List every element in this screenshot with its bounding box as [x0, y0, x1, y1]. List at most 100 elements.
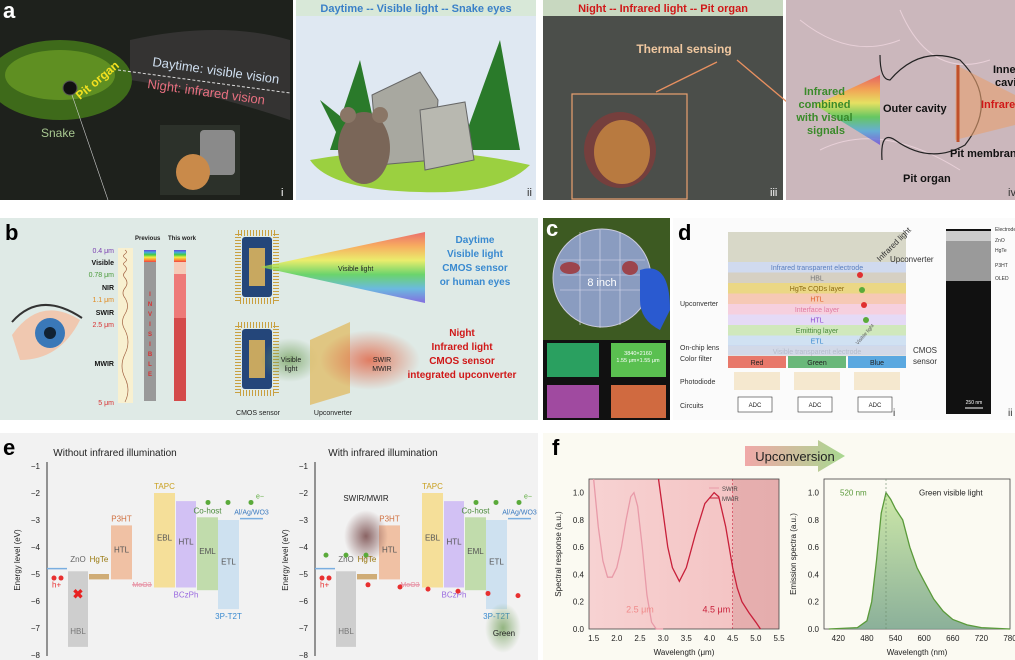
layer-label: Interface layer	[795, 307, 840, 314]
layer-label: Emitting layer	[796, 328, 839, 335]
role-label: HBL	[70, 627, 86, 636]
thermal-box	[571, 93, 688, 200]
y-tick-label: 1.0	[573, 489, 585, 498]
hole-label: h+	[320, 581, 329, 590]
y-tick-label: −7	[299, 624, 309, 633]
y-tick-label: 0.2	[808, 598, 820, 607]
adc-box	[857, 396, 893, 413]
wafer-size-label: 8 inch	[587, 277, 616, 289]
side-label: Upconverter	[680, 301, 719, 308]
layer-5	[728, 314, 906, 325]
resolution-label: 3840×2160 1.55 μm×1.55 μm	[616, 351, 660, 364]
y-tick-label: 0.0	[808, 625, 820, 634]
scale-label: 1.1 μm	[92, 297, 114, 304]
energy-level-bczph	[444, 501, 464, 588]
subpanel-number: i	[893, 408, 895, 419]
x-tick-label: 3.0	[658, 634, 670, 643]
scale-label: 5 μm	[98, 400, 114, 407]
x-tick-label: 5.0	[750, 634, 762, 643]
snake-eye	[62, 80, 78, 96]
material-label: Co-host	[193, 506, 222, 515]
photodiode	[734, 372, 780, 390]
y-axis-label: Spectral response (a.u.)	[554, 511, 563, 597]
filter-label: Green	[807, 360, 827, 367]
panel-a-ii: Daytime -- Visible light -- Snake eyes i…	[296, 0, 536, 200]
side-label: Photodiode	[680, 379, 716, 386]
upconversion-arrow	[745, 440, 845, 472]
ir-source-label: SWIR/MWIR	[343, 494, 389, 503]
previous-bar	[144, 262, 156, 401]
energy-level-p3ht	[111, 525, 132, 580]
tem-labels: Electrode ZnO HgTe P3HT OLED	[995, 227, 1015, 282]
panel-label-f: f	[552, 435, 560, 460]
hole-dot	[455, 588, 461, 594]
series-line-swir	[592, 478, 664, 630]
invisible-letter: B	[148, 352, 153, 358]
energy-diagram-without-ir: Without infrared illumination −1 −2 −3 −4 −5 −…	[13, 448, 269, 660]
this-work-label: This work	[168, 236, 197, 242]
electron-dot	[516, 499, 522, 505]
annotation: 4.5 μm	[703, 605, 731, 615]
layer-2	[728, 283, 906, 294]
daytime-title: Daytime -- Visible light -- Snake eyes	[320, 3, 511, 15]
electron-dot	[363, 552, 369, 558]
y-axis-label: Energy level (eV)	[13, 529, 22, 591]
series-area	[828, 492, 1010, 629]
subpanel-number: iii	[770, 187, 777, 199]
annotation: Green visible light	[919, 489, 983, 498]
on-chip-lens	[728, 345, 906, 355]
role-label: ETL	[489, 558, 504, 567]
green-glow	[485, 603, 521, 653]
panel-a-iv: Infrared combined with visual signals Ou…	[786, 0, 1015, 200]
visible-light-label: Visible light	[338, 266, 373, 273]
material-label: HgTe	[90, 555, 109, 564]
role-label: HTL	[178, 537, 194, 546]
visible-light-label-2: Visible light	[281, 357, 302, 373]
night-text: Night Infrared light CMOS sensor integrated…	[408, 328, 517, 381]
invisible-letter: N	[148, 302, 152, 308]
subpanel-number: iv	[1008, 187, 1015, 199]
y-tick-label: 0.4	[573, 570, 585, 579]
panel-b: b 0.4 μm Visible 0.78 μm NIR 1.1 μm SWIR 2.5 μ…	[0, 218, 538, 420]
y-tick-label: −4	[299, 543, 309, 552]
scale-bar-label: 250 nm	[966, 400, 983, 406]
layer-0	[728, 262, 906, 273]
energy-level-co-host	[465, 517, 486, 591]
invisible-letter: I	[149, 342, 151, 348]
snake-label: Snake	[41, 126, 75, 140]
invisible-letter: I	[149, 322, 151, 328]
electron-dot	[248, 499, 254, 505]
invisible-letter: S	[148, 332, 152, 338]
y-tick-label: 0.6	[808, 543, 820, 552]
layer-stack: Infrared transparent electrode HBL HgTe CQ…	[728, 232, 906, 413]
role-label: EBL	[425, 533, 441, 542]
tem-image: 250 nm	[946, 229, 991, 414]
carrier-dot	[857, 272, 863, 278]
subpanel-number: ii	[527, 187, 532, 199]
panel-a: Pit organ Daytime: visible vision Night:…	[0, 0, 1015, 201]
outer-cavity-label: Outer cavity	[883, 103, 947, 115]
hole-dot	[397, 584, 403, 590]
x-axis-label: Wavelength (nm)	[887, 648, 948, 657]
role-label: HTL	[446, 537, 462, 546]
material-label: 3P-T2T	[215, 612, 242, 621]
energy-level-tapc	[422, 493, 443, 588]
scale-label: Visible	[92, 260, 115, 267]
panel-label-a: a	[3, 0, 16, 23]
hole-dot	[51, 575, 57, 581]
panel-f: f Upconversion 0.0 0.2 0.4 0.6 0.8 1.0 1.5 2.0 2…	[543, 433, 1015, 660]
color-filter-blue	[848, 356, 906, 368]
color-filter-red	[728, 356, 786, 368]
material-label: P3HT	[379, 514, 400, 523]
electron-dot	[343, 552, 349, 558]
visible-light-fan	[260, 232, 425, 303]
previous-label: Previous	[135, 236, 161, 242]
subpanel-number: i	[281, 187, 283, 199]
top-electrode-block	[728, 232, 906, 262]
pixel-array	[611, 385, 666, 418]
y-tick-label: −7	[31, 624, 41, 633]
line-label: MoO3	[400, 582, 419, 589]
filter-label: Red	[751, 360, 764, 367]
role-label: HTL	[114, 545, 130, 554]
y-tick-label: −6	[299, 597, 309, 606]
